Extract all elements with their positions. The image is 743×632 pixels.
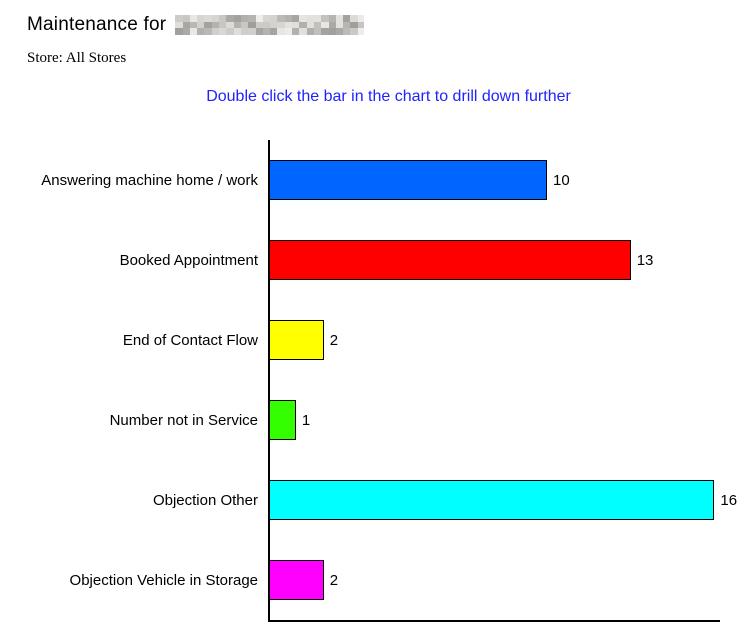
category-label: Booked Appointment bbox=[119, 251, 258, 269]
value-label: 16 bbox=[720, 491, 738, 509]
bar-objection-vehicle-in-storage[interactable] bbox=[268, 560, 324, 600]
bar-number-not-in-service[interactable] bbox=[268, 400, 296, 440]
category-label: Answering machine home / work bbox=[41, 171, 258, 189]
category-label: End of Contact Flow bbox=[122, 331, 258, 349]
bar-answering-machine[interactable] bbox=[268, 160, 547, 200]
bar-objection-other[interactable] bbox=[268, 480, 715, 520]
value-label: 2 bbox=[329, 331, 339, 349]
bar-track: 13 bbox=[268, 220, 743, 300]
drilldown-instruction: Double click the bar in the chart to dri… bbox=[206, 88, 571, 105]
x-axis-line bbox=[268, 620, 720, 622]
category-label: Number not in Service bbox=[109, 411, 258, 429]
report-header: Maintenance for bbox=[27, 14, 365, 36]
bar-track: 16 bbox=[268, 460, 743, 540]
category-label: Objection Other bbox=[152, 491, 258, 509]
bar-rows: Answering machine home / work 10 Booked … bbox=[0, 140, 743, 620]
value-label: 13 bbox=[636, 251, 654, 269]
redacted-client-name bbox=[175, 15, 365, 35]
bar-track: 10 bbox=[268, 140, 743, 220]
category-label: Objection Vehicle in Storage bbox=[69, 571, 258, 589]
bar-track: 2 bbox=[268, 300, 743, 380]
bar-row-answering-machine: Answering machine home / work 10 bbox=[0, 140, 743, 220]
bar-row-number-not-in-service: Number not in Service 1 bbox=[0, 380, 743, 460]
y-axis-line bbox=[268, 140, 270, 622]
bar-track: 1 bbox=[268, 380, 743, 460]
value-label: 1 bbox=[301, 411, 311, 429]
bar-track: 2 bbox=[268, 540, 743, 620]
value-label: 10 bbox=[553, 171, 570, 189]
bar-row-objection-vehicle-in-storage: Objection Vehicle in Storage 2 bbox=[0, 540, 743, 620]
bar-row-end-of-contact-flow: End of Contact Flow 2 bbox=[0, 300, 743, 380]
bar-booked-appointment[interactable] bbox=[268, 240, 631, 280]
bar-row-booked-appointment: Booked Appointment 13 bbox=[0, 220, 743, 300]
page-title: Maintenance for bbox=[27, 14, 167, 35]
bar-end-of-contact-flow[interactable] bbox=[268, 320, 324, 360]
bar-row-objection-other: Objection Other 16 bbox=[0, 460, 743, 540]
value-label: 2 bbox=[329, 571, 339, 589]
bar-chart: Answering machine home / work 10 Booked … bbox=[0, 140, 743, 622]
store-filter-label: Store: All Stores bbox=[27, 50, 127, 66]
